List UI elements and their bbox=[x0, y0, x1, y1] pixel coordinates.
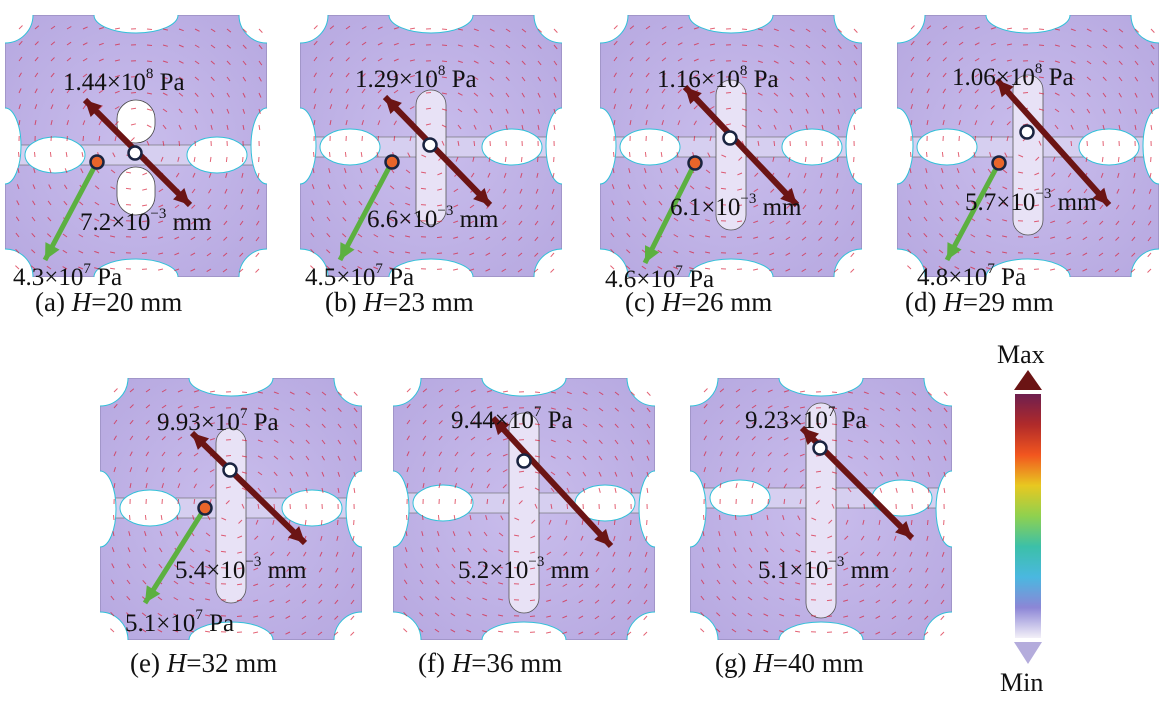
colorbar-bar bbox=[1015, 394, 1041, 638]
stress-field-plot bbox=[300, 15, 562, 277]
min-stress-label: 4.8×107 Pa bbox=[917, 261, 1027, 291]
panel-caption: (d) H=29 mm bbox=[905, 287, 1054, 317]
panel-c: 1.16×108 Pa 6.1×10−3 mm 4.6×107 Pa (c) H=26… bbox=[600, 15, 862, 317]
colorbar-max-label: Max bbox=[997, 340, 1045, 369]
displacement-label: 5.1×10−3 mm bbox=[758, 554, 890, 584]
min-stress-label: 4.3×107 Pa bbox=[13, 261, 123, 291]
max-stress-label: 9.93×107 Pa bbox=[157, 406, 279, 436]
displacement-label: 5.2×10−3 mm bbox=[458, 554, 590, 584]
panel-d: 1.06×108 Pa 5.7×10−3 mm 4.8×107 Pa (d) H=29… bbox=[897, 15, 1159, 317]
panel-caption: (c) H=26 mm bbox=[625, 287, 773, 317]
panel-f: 9.44×107 Pa 5.2×10−3 mm (f) H=36 mm bbox=[393, 378, 655, 678]
max-stress-label: 9.44×107 Pa bbox=[451, 404, 573, 434]
displacement-label: 7.2×10−3 mm bbox=[80, 206, 212, 236]
panel-e: 9.93×107 Pa 5.4×10−3 mm 5.1×107 Pa (e) H=32… bbox=[100, 378, 362, 678]
displacement-label: 5.4×10−3 mm bbox=[175, 554, 307, 584]
stress-field-plot bbox=[600, 15, 862, 277]
min-stress-label: 5.1×107 Pa bbox=[125, 607, 235, 637]
min-stress-label: 4.6×107 Pa bbox=[605, 263, 715, 293]
stress-field-plot bbox=[5, 15, 267, 277]
stress-field-plot bbox=[393, 378, 655, 640]
panel-caption: (b) H=23 mm bbox=[325, 287, 474, 317]
stress-field-plot bbox=[897, 15, 1159, 277]
min-stress-label: 4.5×107 Pa bbox=[305, 261, 415, 291]
displacement-label: 5.7×10−3 mm bbox=[965, 186, 1097, 216]
panel-caption: (g) H=40 mm bbox=[715, 648, 864, 678]
stress-field-plot bbox=[690, 378, 952, 640]
max-stress-label: 9.23×107 Pa bbox=[745, 404, 867, 434]
max-triangle-icon bbox=[1014, 370, 1042, 390]
panel-caption: (f) H=36 mm bbox=[418, 648, 563, 678]
max-stress-label: 1.16×108 Pa bbox=[657, 63, 779, 93]
min-triangle-icon bbox=[1014, 642, 1042, 664]
max-stress-label: 1.44×108 Pa bbox=[63, 66, 185, 96]
colorbar-gradient bbox=[1014, 370, 1042, 664]
panel-a: 1.44×108 Pa 7.2×10−3 mm 4.3×107 Pa (a) H=20… bbox=[5, 15, 267, 317]
colorbar-min-label: Min bbox=[1000, 668, 1044, 697]
max-stress-label: 1.06×108 Pa bbox=[952, 61, 1074, 91]
displacement-label: 6.1×10−3 mm bbox=[670, 191, 802, 221]
stress-field-plot bbox=[100, 378, 362, 640]
max-stress-label: 1.29×108 Pa bbox=[355, 63, 477, 93]
panel-caption: (a) H=20 mm bbox=[35, 287, 183, 317]
panel-b: 1.29×108 Pa 6.6×10−3 mm 4.5×107 Pa (b) H=23… bbox=[300, 15, 562, 317]
panel-caption: (e) H=32 mm bbox=[130, 648, 278, 678]
displacement-label: 6.6×10−3 mm bbox=[367, 203, 499, 233]
panel-g: 9.23×107 Pa 5.1×10−3 mm (g) H=40 mm bbox=[690, 378, 952, 678]
